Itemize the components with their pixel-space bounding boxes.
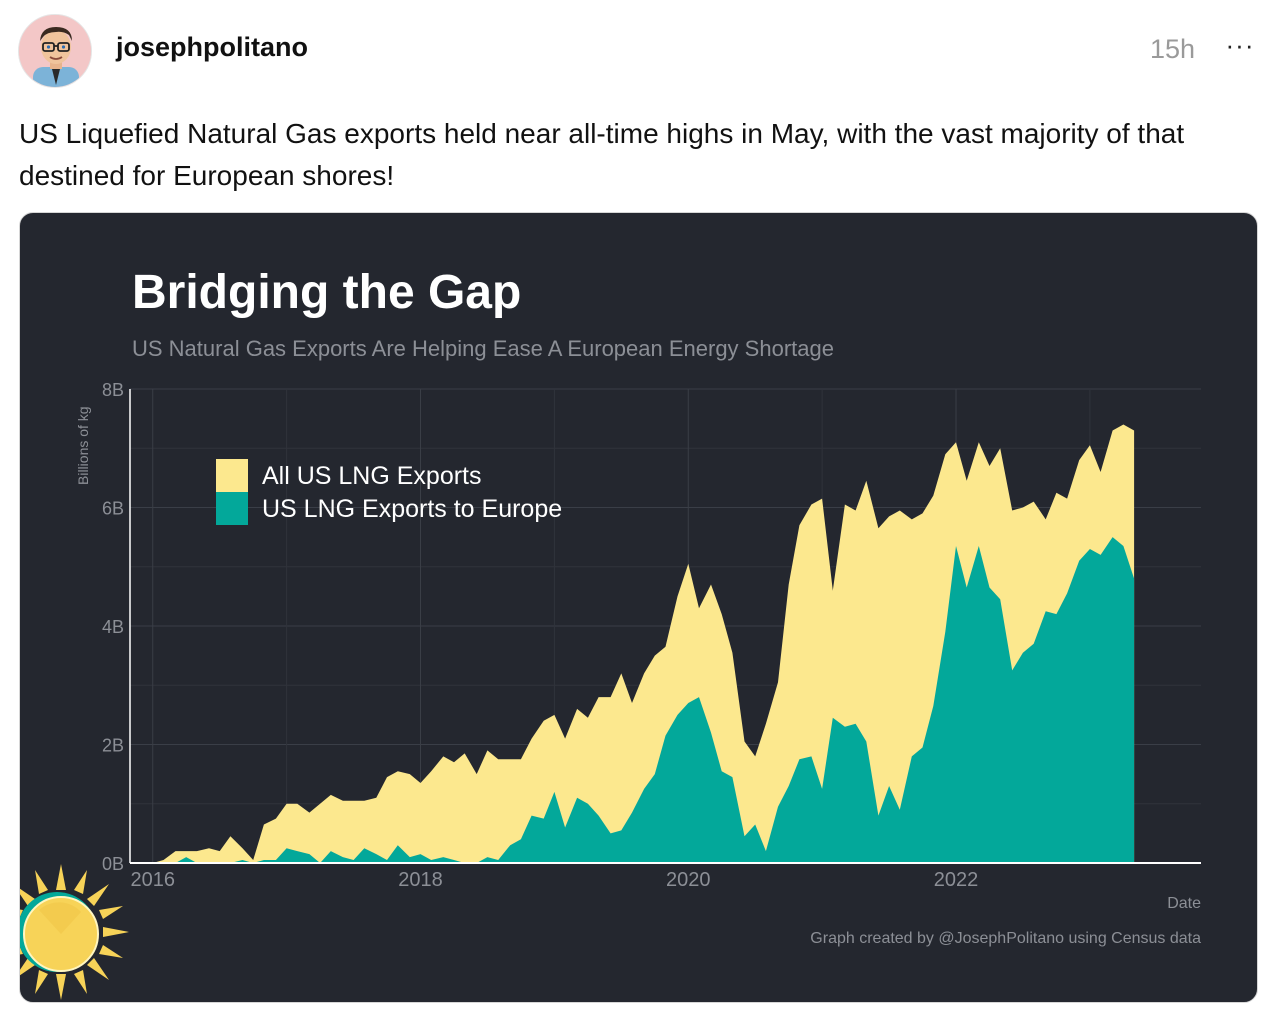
- chart-image[interactable]: Bridging the Gap US Natural Gas Exports …: [19, 212, 1258, 1003]
- x-tick-label: 2016: [131, 869, 176, 891]
- y-axis-label: Billions of kg: [75, 406, 91, 485]
- ellipsis-icon[interactable]: ···: [1225, 30, 1255, 60]
- x-tick-label: 2022: [934, 869, 979, 891]
- post-header: josephpolitano 15h ···: [0, 0, 1270, 100]
- x-axis-label: Date: [1167, 895, 1201, 912]
- y-tick-label: 8B: [102, 380, 124, 400]
- series-area-europe-exports: [152, 537, 1135, 863]
- sun-logo-icon: [20, 864, 129, 1000]
- y-tick-label: 4B: [102, 617, 124, 637]
- username[interactable]: josephpolitano: [116, 32, 308, 62]
- chart-svg: Bridging the Gap US Natural Gas Exports …: [20, 266, 1201, 1000]
- y-tick-label: 0B: [102, 854, 124, 874]
- legend-label: All US LNG Exports: [262, 462, 482, 490]
- y-tick-label: 2B: [102, 736, 124, 756]
- x-tick-label: 2020: [666, 869, 711, 891]
- legend-label: US LNG Exports to Europe: [262, 495, 562, 523]
- chart-title: Bridging the Gap: [132, 266, 521, 319]
- series-area-all-exports: [152, 424, 1135, 863]
- x-tick-label: 2018: [398, 869, 443, 891]
- y-tick-label: 6B: [102, 499, 124, 519]
- chart-caption: Graph created by @JosephPolitano using C…: [810, 930, 1201, 947]
- avatar[interactable]: [18, 14, 92, 88]
- cartoon-avatar-icon: [19, 15, 91, 87]
- chart-subtitle: US Natural Gas Exports Are Helping Ease …: [132, 336, 834, 361]
- legend-swatch: [216, 492, 248, 525]
- timestamp: 15h: [1150, 34, 1196, 64]
- post-text: US Liquefied Natural Gas exports held ne…: [19, 118, 1185, 191]
- legend-swatch: [216, 459, 248, 492]
